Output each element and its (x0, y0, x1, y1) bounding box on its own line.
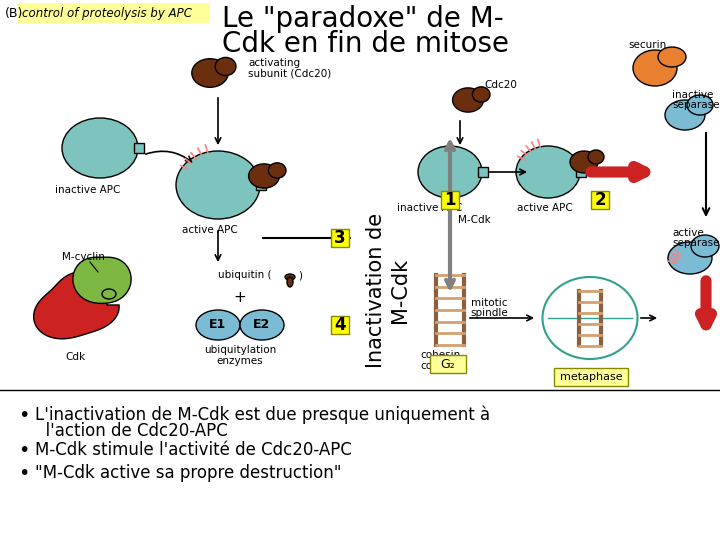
Text: control of proteolysis by APC: control of proteolysis by APC (22, 6, 192, 19)
Ellipse shape (176, 151, 260, 219)
FancyBboxPatch shape (478, 167, 488, 177)
Ellipse shape (665, 100, 705, 130)
Ellipse shape (287, 277, 293, 287)
Ellipse shape (453, 88, 483, 112)
Text: 1: 1 (444, 191, 456, 209)
Text: Le "paradoxe" de M-: Le "paradoxe" de M- (222, 5, 504, 33)
Text: ubiquitylation: ubiquitylation (204, 345, 276, 355)
Text: Cdk en fin de mitose: Cdk en fin de mitose (222, 30, 509, 58)
FancyBboxPatch shape (441, 191, 459, 209)
Text: E1: E1 (210, 319, 227, 332)
Ellipse shape (687, 95, 713, 115)
Text: l'action de Cdc20-APC: l'action de Cdc20-APC (35, 422, 228, 440)
Ellipse shape (62, 118, 138, 178)
Text: "M-Cdk active sa propre destruction": "M-Cdk active sa propre destruction" (35, 464, 341, 482)
Text: securin: securin (629, 40, 667, 50)
FancyBboxPatch shape (554, 368, 628, 386)
Ellipse shape (285, 274, 295, 280)
Text: M-cyclin: M-cyclin (62, 252, 105, 262)
Text: ubiquitin (: ubiquitin ( (218, 270, 271, 280)
Text: activating: activating (248, 58, 300, 68)
Ellipse shape (192, 59, 228, 87)
Text: enzymes: enzymes (217, 356, 264, 366)
Ellipse shape (196, 310, 240, 340)
Ellipse shape (691, 235, 719, 257)
Text: inactive: inactive (672, 90, 714, 100)
Text: spindle: spindle (470, 308, 508, 318)
Text: M-Cdk stimule l'activité de Cdc20-APC: M-Cdk stimule l'activité de Cdc20-APC (35, 441, 352, 459)
Text: separase: separase (672, 100, 719, 110)
FancyBboxPatch shape (331, 229, 349, 247)
Text: (B): (B) (5, 6, 23, 19)
Ellipse shape (248, 164, 279, 188)
Text: Cdk: Cdk (65, 352, 85, 362)
Text: separase: separase (672, 238, 719, 248)
Text: Inactivation de
M-Cdk: Inactivation de M-Cdk (366, 212, 410, 368)
FancyBboxPatch shape (256, 180, 266, 190)
Text: •: • (18, 464, 30, 483)
FancyBboxPatch shape (576, 167, 586, 177)
FancyBboxPatch shape (331, 316, 349, 334)
Text: inactive APC: inactive APC (397, 203, 463, 213)
Text: complex: complex (420, 361, 464, 371)
Text: 2: 2 (594, 191, 606, 209)
Text: active APC: active APC (517, 203, 573, 213)
FancyBboxPatch shape (18, 3, 210, 23)
Polygon shape (34, 272, 119, 339)
Text: •: • (18, 441, 30, 460)
Ellipse shape (215, 57, 236, 76)
Text: L'inactivation de M-Cdk est due presque uniquement à: L'inactivation de M-Cdk est due presque … (35, 406, 490, 424)
Text: 3: 3 (334, 229, 346, 247)
FancyBboxPatch shape (430, 355, 466, 373)
Text: 4: 4 (334, 316, 346, 334)
Text: mitotic: mitotic (472, 298, 508, 308)
Text: Cdc20: Cdc20 (484, 80, 517, 90)
Ellipse shape (516, 146, 580, 198)
FancyBboxPatch shape (134, 143, 144, 153)
Ellipse shape (269, 163, 286, 178)
Text: E2: E2 (253, 319, 271, 332)
Text: metaphase: metaphase (559, 372, 622, 382)
Text: •: • (18, 406, 30, 425)
Ellipse shape (570, 151, 598, 173)
Text: inactive APC: inactive APC (55, 185, 121, 195)
Ellipse shape (668, 242, 712, 274)
Text: G₂: G₂ (441, 357, 455, 370)
Ellipse shape (588, 150, 604, 164)
Text: subunit (Cdc20): subunit (Cdc20) (248, 69, 331, 79)
Text: M-Cdk: M-Cdk (458, 215, 491, 225)
Text: active APC: active APC (182, 225, 238, 235)
Ellipse shape (658, 47, 686, 67)
Ellipse shape (418, 146, 482, 198)
Ellipse shape (633, 50, 677, 86)
Polygon shape (73, 257, 131, 303)
Ellipse shape (102, 289, 116, 299)
Text: active: active (672, 228, 703, 238)
Ellipse shape (240, 310, 284, 340)
Text: cohesin: cohesin (420, 350, 460, 360)
Ellipse shape (472, 87, 490, 102)
Text: ): ) (298, 270, 302, 280)
FancyBboxPatch shape (591, 191, 609, 209)
Text: +: + (233, 290, 246, 305)
